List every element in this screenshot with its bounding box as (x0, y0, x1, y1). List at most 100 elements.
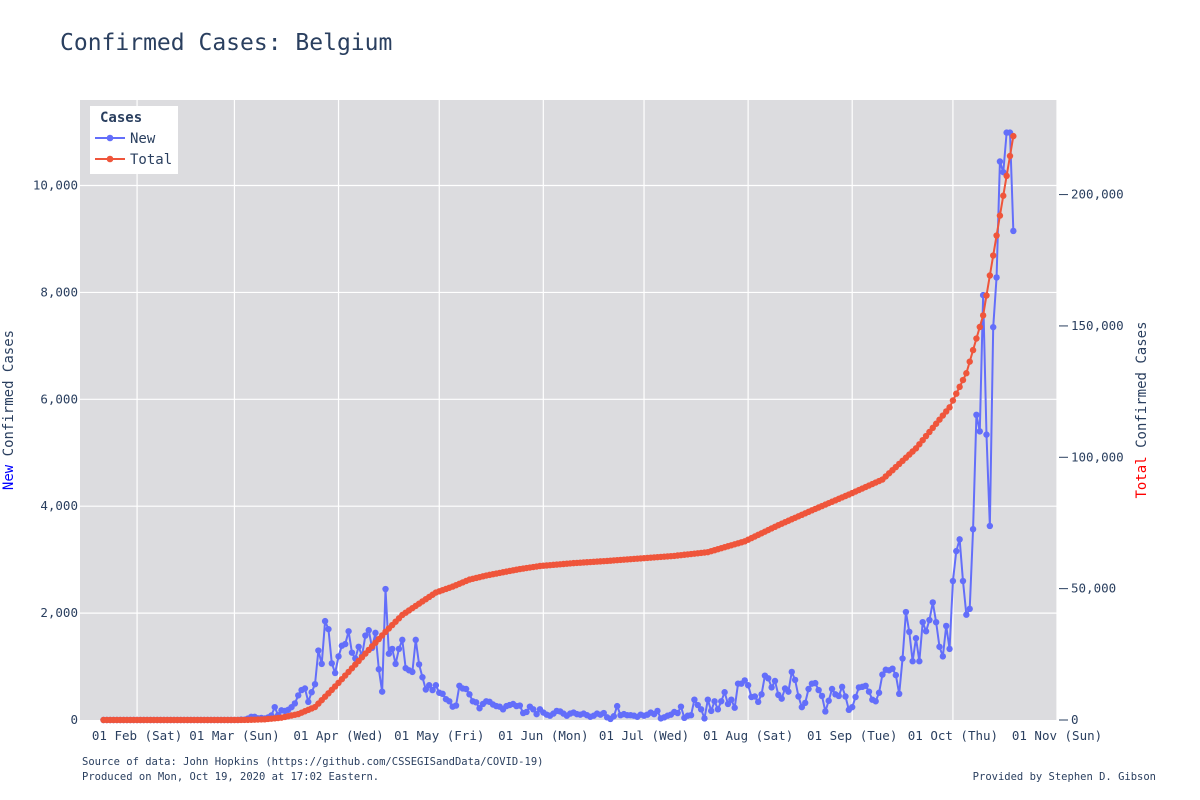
data-point-new (714, 706, 722, 713)
data-point-new (896, 690, 903, 698)
data-point-new (429, 686, 436, 694)
data-point-new (966, 605, 973, 613)
data-point-new (412, 636, 419, 644)
data-point-total (1006, 152, 1014, 160)
data-point-new (425, 682, 433, 689)
data-point-new (600, 709, 607, 717)
data-point-new (432, 682, 440, 689)
x-tick-label: 01 Apr (Wed) (293, 728, 383, 743)
data-point-new (472, 699, 480, 706)
data-point-new (741, 677, 748, 684)
data-point-total (1003, 172, 1010, 180)
data-point-new (939, 653, 947, 660)
data-point-new (959, 577, 967, 585)
data-point-new (707, 707, 715, 715)
data-point-new (731, 704, 738, 711)
data-point-new (932, 618, 940, 626)
data-point-total (956, 383, 963, 391)
legend[interactable]: Cases New Total (90, 106, 178, 174)
data-point-new (812, 679, 819, 687)
data-point-new (724, 700, 732, 708)
x-gridlines (136, 100, 1058, 720)
data-point-total (990, 252, 997, 259)
x-tick-label: 01 Feb (Sat) (92, 728, 182, 743)
legend-item-total[interactable]: Total (95, 152, 172, 168)
data-point-new (993, 274, 1000, 281)
data-point-new (711, 698, 718, 705)
left-y-tick-label: 2,000 (40, 605, 78, 620)
data-point-new (771, 677, 779, 685)
left-axis-title-prefix: New (1, 464, 17, 490)
data-point-new (419, 674, 426, 681)
data-point-new (315, 647, 322, 654)
data-point-new (365, 627, 372, 634)
legend-marker-total (106, 155, 114, 163)
data-point-new (892, 671, 900, 679)
data-point-new (835, 692, 842, 700)
right-y-tick-label: 200,000 (1071, 187, 1124, 202)
data-point-new (751, 693, 759, 700)
data-point-new (825, 697, 832, 704)
credit-note: Provided by Stephen D. Gibson (973, 771, 1156, 783)
data-point-new (375, 666, 383, 673)
data-point-new (728, 696, 735, 703)
data-point-total (946, 404, 953, 411)
right-y-axis-ticks: 0 50,000 100,000 150,000 200,000 (1059, 187, 1124, 727)
data-point-new (325, 625, 332, 633)
data-point-new (983, 431, 990, 438)
data-point-new (929, 599, 936, 606)
data-point-new (701, 715, 708, 722)
data-point-new (321, 617, 329, 625)
data-point-new (758, 691, 765, 698)
data-point-new (446, 698, 453, 705)
data-point-new (409, 668, 416, 676)
x-tick-label: 01 Sep (Tue) (807, 728, 897, 743)
data-point-new (936, 643, 943, 650)
data-point-new (462, 685, 470, 693)
legend-item-new[interactable]: New (95, 131, 156, 147)
legend-marker-new (106, 134, 114, 142)
data-point-new (718, 698, 725, 705)
data-point-total (993, 232, 1000, 239)
data-point-new (785, 688, 792, 695)
data-point-new (963, 611, 970, 618)
data-point-new (919, 618, 926, 626)
data-point-new (345, 628, 352, 635)
data-point-new (654, 707, 661, 715)
data-point-new (385, 650, 393, 657)
right-axis-title-prefix: Total (1134, 456, 1150, 498)
produced-note: Produced on Mon, Oct 19, 2020 at 17:02 E… (82, 771, 379, 783)
data-point-new (906, 628, 913, 636)
data-point-new (996, 158, 1004, 165)
data-point-new (889, 665, 896, 672)
data-point-total (983, 292, 990, 299)
data-point-total (953, 390, 960, 397)
data-point-new (973, 411, 980, 419)
data-point-new (943, 622, 950, 630)
data-point-new (976, 428, 983, 435)
series-total (100, 132, 1017, 724)
data-point-new (818, 692, 826, 700)
data-point-new (335, 653, 342, 660)
left-y-tick-label: 6,000 (40, 391, 78, 406)
right-y-tick-label: 150,000 (1071, 318, 1124, 333)
data-point-total (986, 272, 994, 279)
data-point-new (389, 645, 396, 653)
data-point-new (342, 640, 349, 648)
x-tick-label: 01 May (Fri) (394, 728, 484, 743)
data-point-new (392, 660, 399, 668)
data-point-total (963, 370, 970, 377)
left-y-tick-label: 10,000 (33, 178, 78, 193)
data-point-new (953, 547, 960, 555)
data-point-new (533, 710, 540, 718)
x-tick-label: 01 Oct (Thu) (908, 728, 998, 743)
data-point-new (530, 706, 537, 713)
data-point-new (523, 708, 530, 716)
data-point-new (439, 690, 446, 698)
data-point-new (902, 608, 910, 616)
x-axis-ticks: 01 Feb (Sat) 01 Mar (Sun) 01 Apr (Wed) 01 M… (92, 728, 1102, 743)
data-point-new (922, 628, 930, 635)
data-point-new (516, 702, 524, 709)
right-y-tick-label: 100,000 (1071, 449, 1124, 464)
